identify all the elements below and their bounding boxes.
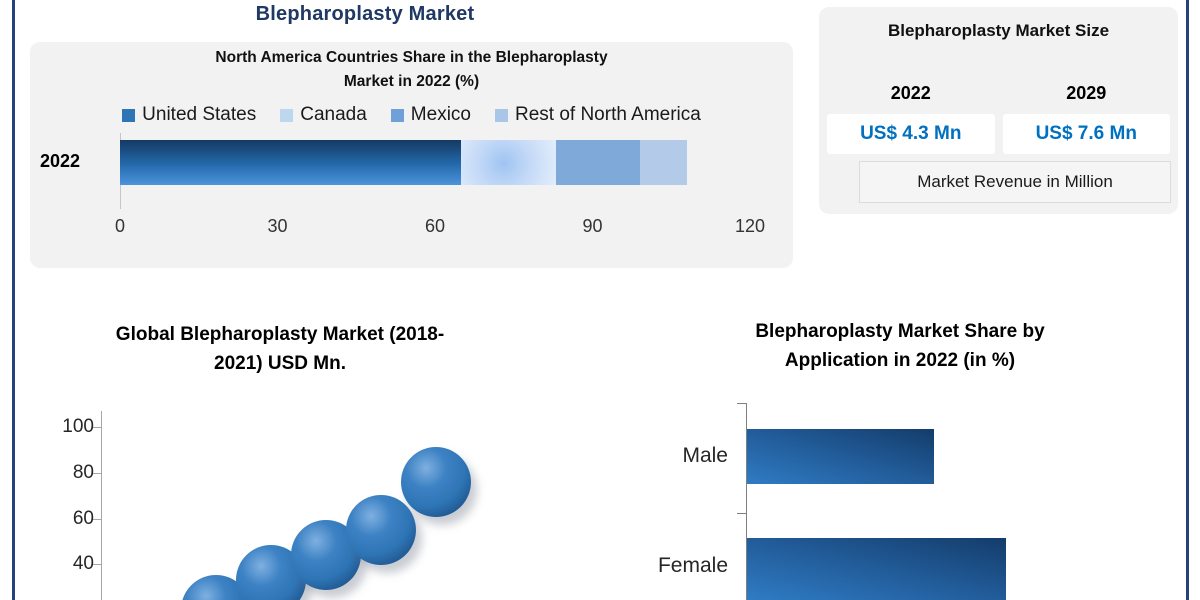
na-bar-segment-canada <box>461 140 556 185</box>
legend-label-mexico: Mexico <box>410 104 471 125</box>
na-x-tick-label: 90 <box>582 216 603 236</box>
global-y-tick-label: 60 <box>72 507 94 529</box>
category-label-female: Female <box>657 554 728 577</box>
na-bar-segment-united-states <box>120 140 462 185</box>
legend-swatch-canada-icon <box>280 108 294 122</box>
global-y-tick-label: 40 <box>72 553 94 575</box>
data-point-sphere <box>346 494 416 565</box>
data-point-sphere <box>401 446 471 517</box>
global-y-tick-mark <box>93 472 101 474</box>
global-y-tick-mark <box>93 518 101 520</box>
market-size-title: Blepharoplasty Market Size <box>887 21 1110 40</box>
na-x-tick-label: 120 <box>734 216 766 236</box>
na-stacked-bar <box>120 140 687 185</box>
year-2029-label: 2029 <box>1066 83 1107 103</box>
na-chart-title-line2: Market in 2022 (%) <box>343 73 480 90</box>
category-label-male: Male <box>682 444 728 467</box>
market-size-panel: Blepharoplasty Market Size 2022 2029 US$… <box>819 7 1178 214</box>
global-y-tick-mark <box>93 427 101 428</box>
market-size-years-row: 2022 2029 <box>827 83 1170 104</box>
legend-label-united-states: United States <box>142 104 257 125</box>
application-category-axis-line <box>746 403 747 600</box>
na-category-label: 2022 <box>40 151 81 171</box>
legend-item-canada: Canada <box>280 104 367 126</box>
global-chart-title: Global Blepharoplasty Market (2018- 2021… <box>60 320 500 378</box>
global-y-tick-label: 80 <box>72 461 94 483</box>
na-x-tick-label: 60 <box>424 216 446 236</box>
application-axis-tick <box>737 403 746 404</box>
global-chart-title-line2: 2021) USD Mn. <box>214 353 346 374</box>
legend-swatch-mexico-icon <box>390 108 404 122</box>
na-bar-segment-mexico <box>555 140 640 185</box>
bar-male <box>747 429 935 484</box>
application-chart-title-line1: Blepharoplasty Market Share by <box>755 321 1045 342</box>
market-size-value-2029: US$ 7.6 Mn <box>1002 114 1170 154</box>
na-x-tick-label: 0 <box>114 216 126 236</box>
global-y-axis-line <box>101 411 102 600</box>
legend-item-united-states: United States <box>122 104 256 126</box>
application-chart-title: Blepharoplasty Market Share by Applicati… <box>700 317 1100 375</box>
legend-label-canada: Canada <box>300 104 367 125</box>
na-share-panel: North America Countries Share in the Ble… <box>30 42 793 268</box>
page-title: Blepharoplasty Market <box>255 3 475 25</box>
year-2022-label: 2022 <box>890 83 931 103</box>
bar-female <box>747 538 1006 600</box>
revenue-note: Market Revenue in Million <box>859 161 1171 203</box>
legend-item-mexico: Mexico <box>390 104 471 126</box>
na-x-tick-label: 30 <box>267 216 288 236</box>
application-axis-tick <box>737 513 746 514</box>
frame-border-right <box>1186 0 1189 600</box>
application-chart-title-line2: Application in 2022 (in %) <box>784 350 1016 371</box>
legend-item-rest-of-north-america: Rest of North America <box>494 104 701 126</box>
na-bar-segment-rest-of-north-america <box>639 140 687 185</box>
frame-border-left <box>12 0 15 600</box>
global-chart-title-line1: Global Blepharoplasty Market (2018- <box>115 324 445 345</box>
global-y-tick-label: 100 <box>62 416 94 437</box>
market-size-values-row: US$ 4.3 Mn US$ 7.6 Mn <box>827 114 1170 154</box>
market-size-value-2022: US$ 4.3 Mn <box>827 114 995 154</box>
legend-label-rest-of-north-america: Rest of North America <box>514 104 701 125</box>
legend-swatch-rest-of-north-america-icon <box>494 108 508 122</box>
na-chart-title-line1: North America Countries Share in the Ble… <box>215 49 608 66</box>
global-y-tick-mark <box>93 564 101 566</box>
legend-swatch-united-states-icon <box>122 108 136 122</box>
na-chart-legend: United States Canada Mexico Rest of Nort… <box>30 104 793 126</box>
